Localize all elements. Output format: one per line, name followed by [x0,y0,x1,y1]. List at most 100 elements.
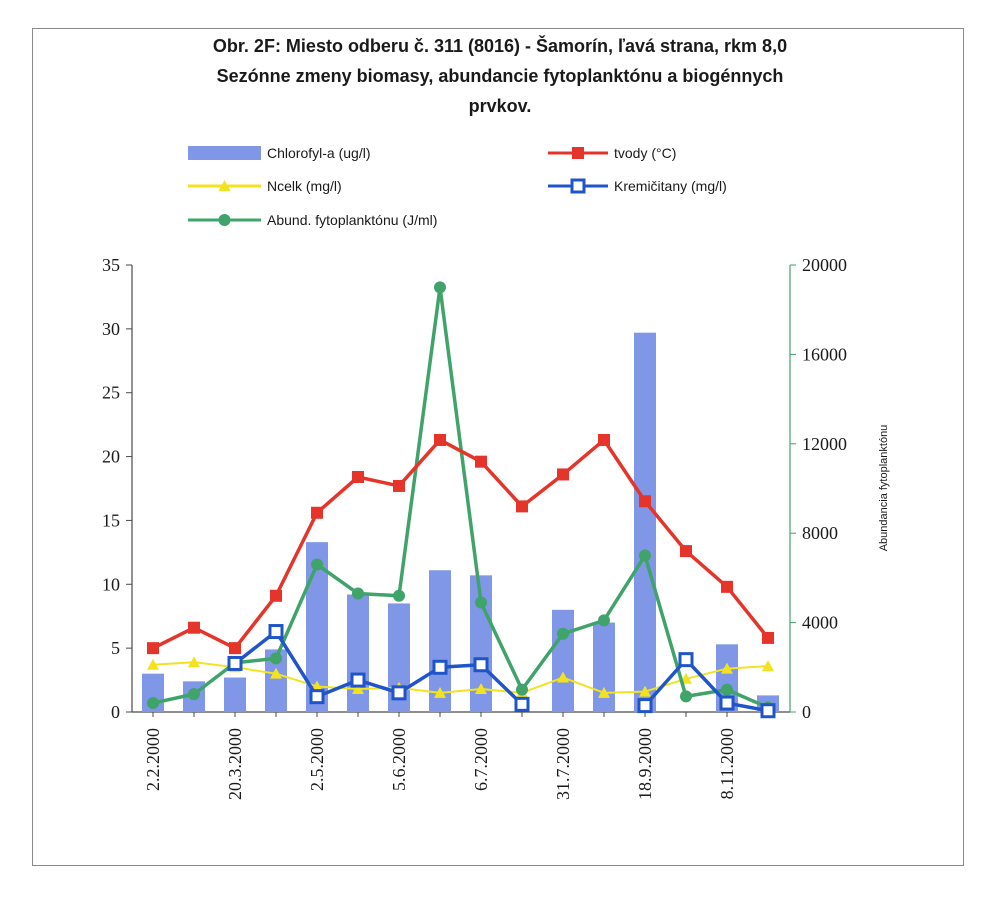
point-tvody [475,455,487,468]
y-tick-label-left: 20 [102,447,120,467]
y-tick-label-left: 35 [102,255,120,275]
point-abund [639,549,651,562]
point-kremicitany [473,657,489,673]
point-abund [680,690,692,703]
point-kremicitany [391,685,407,701]
series-line-tvody [152,438,770,650]
point-kremicitany [350,672,366,688]
series-line-kremicitany [643,657,769,713]
legend-swatch-marker [572,147,584,159]
point-abund [516,683,528,696]
y-tick-label-right: 0 [802,702,811,722]
legend-swatch-marker [570,178,586,194]
x-tick-label: 6.7.2000 [471,728,491,791]
point-abund [270,652,282,665]
x-tick-label: 18.9.2000 [635,728,655,800]
point-tvody [352,471,364,484]
point-tvody [270,589,282,602]
bar-chlorofyl [593,622,615,712]
point-kremicitany [514,696,530,712]
point-tvody [147,642,159,655]
y-tick-label-left: 30 [102,319,120,339]
x-tick-label: 8.11.2000 [717,728,737,799]
bar-chlorofyl [634,332,656,712]
point-abund [721,683,733,696]
point-tvody [311,506,323,519]
y-tick-label-left: 5 [111,638,120,658]
point-tvody [557,468,569,481]
point-kremicitany [309,689,325,705]
chart-title-line-3: prvkov. [469,96,532,116]
point-ncelk [721,662,733,674]
point-abund [188,688,200,701]
point-tvody [598,433,610,446]
legend-swatch-bar [188,146,261,160]
y-tick-label-right: 8000 [802,523,838,543]
point-abund [311,558,323,571]
point-kremicitany [227,655,243,671]
point-tvody [188,621,200,634]
x-tick-label: 5.6.2000 [389,728,409,791]
x-tick-label: 31.7.2000 [553,728,573,800]
legend-swatch-marker [218,214,231,226]
bar-chlorofyl [388,603,410,712]
point-abund [434,281,446,294]
bar-chlorofyl [347,594,369,712]
bar-chlorofyl [429,570,451,712]
point-ncelk [639,685,651,697]
x-tick-label: 2.2.2000 [143,728,163,791]
point-ncelk [475,683,487,695]
y-tick-label-right: 20000 [802,255,847,275]
legend-label: tvody (°C) [614,145,676,161]
point-abund [557,627,569,640]
chart-title-line-2: Sezónne zmeny biomasy, abundancie fytopl… [217,66,784,86]
point-ncelk [352,683,364,695]
legend-label: Chlorofyl-a (ug/l) [267,145,370,161]
point-tvody [434,433,446,446]
series-line-abund [152,285,769,710]
point-ncelk [598,686,610,698]
point-ncelk [188,656,200,668]
point-ncelk [557,671,569,683]
point-ncelk [434,686,446,698]
y-tick-label-right: 16000 [802,344,847,364]
y-axis-right-title: Abundancia fytoplanktónu [878,425,890,552]
point-abund [352,587,364,600]
point-abund [475,596,487,609]
point-kremicitany [637,698,653,714]
point-ncelk [762,660,774,672]
bar-chlorofyl [552,609,574,712]
point-tvody [762,631,774,644]
bar-chlorofyl [470,575,492,712]
point-kremicitany [432,659,448,675]
point-kremicitany [268,624,284,640]
point-ncelk [147,658,159,670]
point-abund [598,614,610,627]
point-tvody [229,642,241,655]
point-ncelk [270,667,282,679]
y-tick-label-left: 10 [102,574,120,594]
point-tvody [680,545,692,558]
point-tvody [393,479,405,492]
point-tvody [639,495,651,508]
y-tick-label-right: 4000 [802,613,838,633]
point-abund [393,589,405,602]
bar-chlorofyl [265,649,287,712]
x-tick-label: 20.3.2000 [225,728,245,800]
legend-label: Ncelk (mg/l) [267,178,342,194]
point-abund [147,697,159,710]
chart-title-line-1: Obr. 2F: Miesto odberu č. 311 (8016) - Š… [213,35,787,56]
point-kremicitany [678,652,694,668]
point-tvody [721,580,733,593]
legend-label: Abund. fytoplanktónu (J/ml) [267,212,437,228]
point-kremicitany [760,703,776,719]
point-kremicitany [719,695,735,711]
legend-label: Kremičitany (mg/l) [614,178,727,194]
y-tick-label-left: 0 [111,702,120,722]
x-tick-label: 2.5.2000 [307,728,327,791]
bar-chlorofyl [224,677,246,712]
y-tick-label-left: 25 [102,383,120,403]
chart-frame [32,28,964,866]
legend-swatch-marker [218,180,231,191]
